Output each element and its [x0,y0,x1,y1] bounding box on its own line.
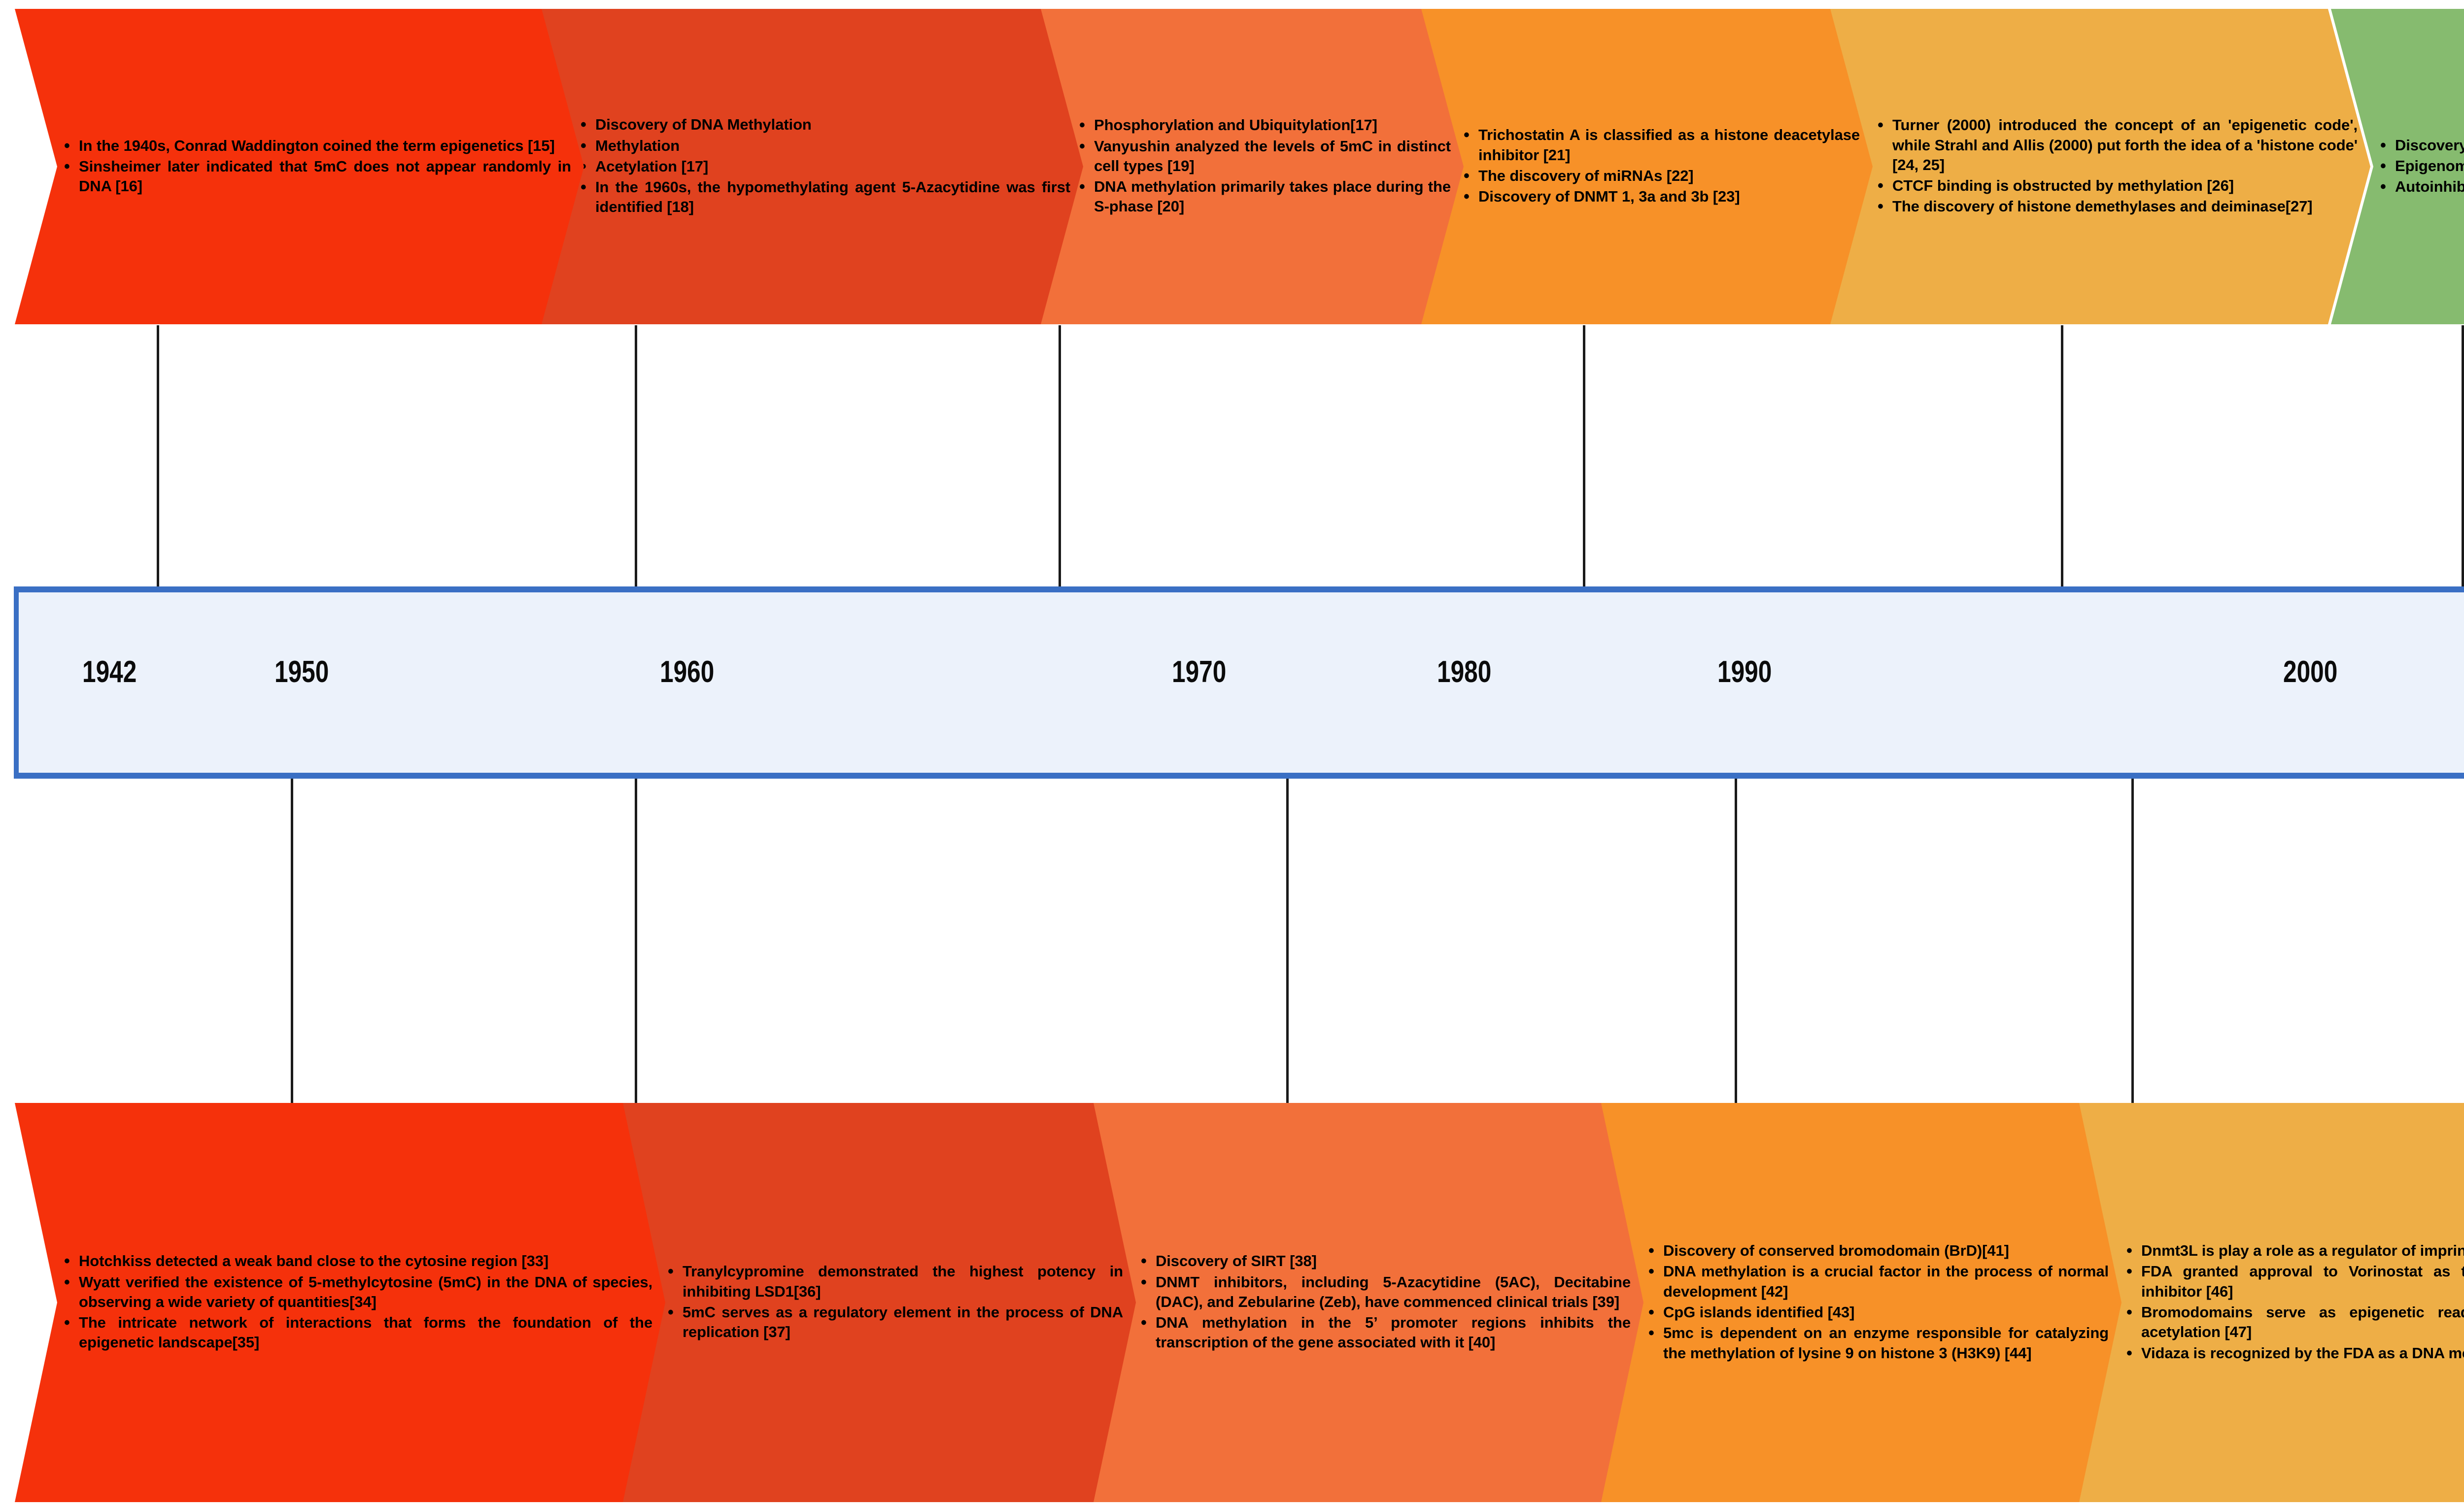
event-bullet-list: In the 1940s, Conrad Waddington coined t… [62,136,571,197]
event-bullet-item: Sinsheimer later indicated that 5mC does… [79,157,571,197]
connector-line [2462,325,2464,587]
event-card-body: Trichostatin A is classified as a histon… [1414,125,1873,207]
timeline-event-card: In the 1940s, Conrad Waddington coined t… [15,9,584,324]
event-bullet-item: In the 1960s, the hypomethylating agent … [595,177,1070,217]
event-bullet-item: FDA granted approval to Vorinostat as th… [2141,1262,2464,1302]
connector-line [635,325,637,587]
event-card-body: Dnmt3L is play a role as a regulator of … [2077,1241,2464,1364]
timeline-year-label: 1942 [82,655,137,689]
event-bullet-item: In the 1940s, Conrad Waddington coined t… [79,136,571,156]
event-bullet-list: Discovery of DNA MethylationMethylationA… [579,115,1070,217]
timeline-event-card: Tranylcypromine demonstrated the highest… [618,1103,1136,1502]
event-card-body: Discovery of conserved bromodomain (BrD)… [1599,1241,2122,1364]
event-card-body: Discovery of DNA MethylationMethylationA… [531,115,1083,218]
event-bullet-list: Discovery of conserved bromodomain (BrD)… [1646,1241,2109,1363]
event-bullet-item: The intricate network of interactions th… [79,1313,652,1353]
timeline-event-card: Discovery of SIRT [38]DNMT inhibitors, i… [1092,1103,1643,1502]
timeline-event-card: Phosphorylation and Ubiquitylation[17]Va… [1030,9,1464,324]
event-bullet-item: Wyatt verified the existence of 5-methyl… [79,1272,652,1312]
event-bullet-item: Turner (2000) introduced the concept of … [1892,115,2358,175]
timeline-arrow: 194219501960197019801990200020102020 [14,586,2464,779]
timeline-event-card: Trichostatin A is classified as a histon… [1414,9,1873,324]
event-card-body: Discovery of TET1-3 [28]Epigenomics Prog… [2331,136,2464,198]
connector-line [291,779,293,1104]
connector-line [2131,779,2134,1104]
event-card-body: Hotchkiss detected a weak band close to … [15,1251,665,1353]
event-bullet-item: Epigenomics Program of the NIH Roadmap [… [2395,156,2464,176]
event-bullet-item: Trichostatin A is classified as a histon… [1478,125,1860,165]
timeline-arrow-fill [19,592,2464,773]
timeline-event-card: Discovery of DNA MethylationMethylationA… [531,9,1083,324]
event-bullet-item: Tranylcypromine demonstrated the highest… [683,1262,1123,1302]
event-bullet-item: DNA methylation primarily takes place du… [1094,177,1451,217]
bottom-chevron-row: Hotchkiss detected a weak band close to … [0,1103,2464,1502]
event-card-body: Tranylcypromine demonstrated the highest… [618,1262,1136,1343]
event-bullet-item: The discovery of histone demethylases an… [1892,197,2358,216]
event-bullet-item: Methylation [595,136,1070,156]
timeline-event-card: Hotchkiss detected a weak band close to … [15,1103,665,1502]
event-bullet-list: Trichostatin A is classified as a histon… [1462,125,1860,206]
event-card-body: Turner (2000) introduced the concept of … [1828,115,2370,217]
event-bullet-item: DNMT inhibitors, including 5-Azacytidine… [1156,1272,1631,1312]
event-bullet-item: Vanyushin analyzed the levels of 5mC in … [1094,137,1451,176]
timeline-year-label: 1990 [1717,655,1772,689]
event-bullet-list: Dnmt3L is play a role as a regulator of … [2124,1241,2464,1363]
event-bullet-item: CpG islands identified [43] [1663,1303,2109,1322]
timeline-year-label: 2000 [2283,655,2338,689]
event-bullet-item: Acetylation [17] [595,157,1070,176]
event-bullet-list: Tranylcypromine demonstrated the highest… [666,1262,1123,1342]
event-card-body: In the 1940s, Conrad Waddington coined t… [15,136,584,198]
event-bullet-item: 5mC serves as a regulatory element in th… [683,1303,1123,1342]
event-bullet-item: 5mc is dependent on an enzyme responsibl… [1663,1323,2109,1363]
event-bullet-item: Vidaza is recognized by the FDA as a DNA… [2141,1343,2464,1363]
connector-line [635,779,637,1104]
event-bullet-list: Phosphorylation and Ubiquitylation[17]Va… [1077,115,1451,216]
event-card-body: Discovery of SIRT [38]DNMT inhibitors, i… [1092,1251,1643,1353]
event-bullet-item: The discovery of miRNAs [22] [1478,166,1860,186]
timeline-year-label: 1970 [1172,655,1227,689]
event-bullet-list: Hotchkiss detected a weak band close to … [62,1251,652,1352]
event-bullet-item: Discovery of SIRT [38] [1156,1251,1631,1271]
timeline-event-card: Turner (2000) introduced the concept of … [1828,9,2370,324]
timeline-event-card: Discovery of conserved bromodomain (BrD)… [1599,1103,2122,1502]
event-bullet-item: Phosphorylation and Ubiquitylation[17] [1094,115,1451,135]
connector-line [1583,325,1585,587]
connector-line [1059,325,1061,587]
event-bullet-list: Turner (2000) introduced the concept of … [1876,115,2358,216]
timeline-year-label: 1960 [659,655,715,689]
event-bullet-item: Discovery of conserved bromodomain (BrD)… [1663,1241,2109,1261]
event-card-body: Phosphorylation and Ubiquitylation[17]Va… [1030,115,1464,217]
event-bullet-item: Hotchkiss detected a weak band close to … [79,1251,652,1271]
event-bullet-list: Discovery of SIRT [38]DNMT inhibitors, i… [1139,1251,1631,1352]
connector-line [1286,779,1289,1104]
connector-line [2061,325,2063,587]
event-bullet-item: DNA methylation in the 5’ promoter regio… [1156,1313,1631,1353]
event-bullet-item: Discovery of DNA Methylation [595,115,1070,135]
timeline-year-label: 1980 [1437,655,1492,689]
event-bullet-item: CTCF binding is obstructed by methylatio… [1892,176,2358,196]
connector-line [1735,779,1737,1104]
event-bullet-item: Dnmt3L is play a role as a regulator of … [2141,1241,2464,1261]
timeline-event-card: Dnmt3L is play a role as a regulator of … [2077,1103,2464,1502]
event-bullet-item: Bromodomains serve as epigenetic readers… [2141,1303,2464,1342]
top-chevron-row: In the 1940s, Conrad Waddington coined t… [0,9,2464,324]
connector-line [157,325,159,587]
event-bullet-item: Discovery of TET1-3 [28] [2395,136,2464,155]
event-bullet-item: Discovery of DNMT 1, 3a and 3b [23] [1478,187,1860,206]
event-bullet-item: DNA methylation is a crucial factor in t… [1663,1262,2109,1302]
event-bullet-list: Discovery of TET1-3 [28]Epigenomics Prog… [2378,136,2464,197]
timeline-year-label: 1950 [274,655,329,689]
